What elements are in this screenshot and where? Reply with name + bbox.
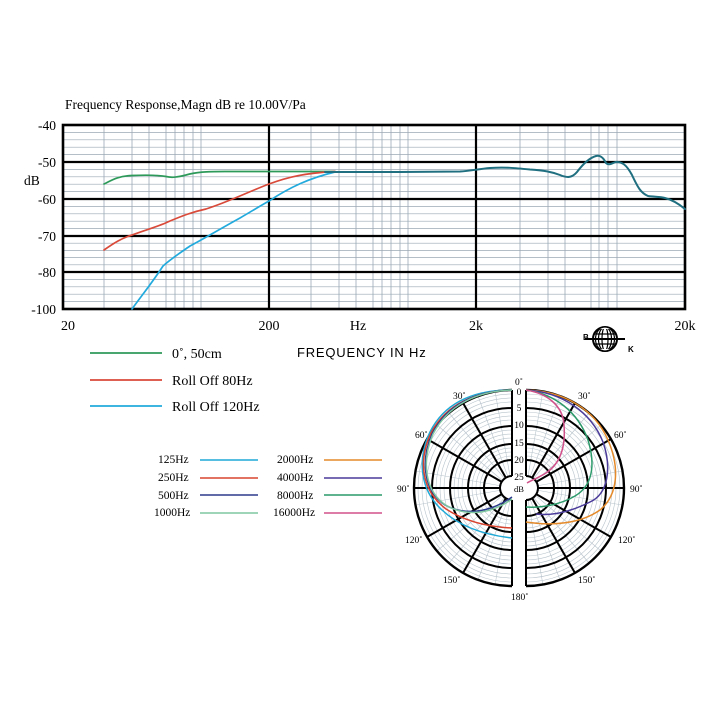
polar-plot: 0˚ 30˚ 30˚ 60˚ 60˚ 90˚ 90˚ 120˚ 120˚ 150… — [397, 377, 643, 603]
polar-curve-2000hz — [525, 389, 617, 525]
polar-legend-label: 2000Hz — [277, 454, 313, 466]
angle-label: 120˚ — [405, 535, 422, 546]
legend-label: 0˚, 50cm — [172, 347, 222, 362]
y-tick: -70 — [38, 229, 56, 244]
x-tick: 2k — [469, 319, 483, 334]
angle-label: 60˚ — [415, 430, 428, 441]
x-tick: 20 — [61, 319, 75, 334]
ring-label: 5 — [517, 404, 522, 414]
angle-label: 0˚ — [515, 377, 523, 388]
polar-curves-left — [421, 389, 513, 539]
ring-label: 25 — [514, 473, 524, 483]
angle-label: 90˚ — [397, 484, 410, 495]
logo-letter-b: B — [583, 333, 589, 342]
polar-legend: 125Hz 250Hz 500Hz 1000Hz 2000Hz 4000Hz 8… — [154, 454, 382, 519]
curve-common-tail — [324, 154, 686, 210]
curve-rolloff-80hz — [103, 170, 336, 251]
ring-label: 0 — [517, 388, 522, 398]
ring-label: 10 — [514, 421, 524, 431]
x-tick: 20k — [675, 319, 696, 334]
polar-legend-label: 4000Hz — [277, 472, 313, 484]
polar-curve-8000hz — [525, 389, 593, 508]
angle-label: 30˚ — [578, 391, 591, 402]
x-tick: Hz — [350, 319, 366, 334]
ring-unit-label: dB — [514, 484, 524, 494]
legend-label: Roll Off 80Hz — [172, 374, 253, 389]
angle-label: 90˚ — [630, 484, 643, 495]
polar-curve-4000hz — [525, 389, 609, 516]
y-tick: -80 — [38, 265, 56, 280]
curve-rolloff-120hz — [131, 171, 336, 310]
frequency-response-grid — [61, 123, 687, 311]
plot-frame — [61, 123, 687, 311]
y-axis-ticks: -40 -50 -60 -70 -80 -100 — [31, 118, 56, 317]
polar-curve-16000hz — [525, 389, 566, 484]
y-tick: -40 — [38, 118, 56, 133]
y-tick: -60 — [38, 192, 56, 207]
y-tick: -100 — [31, 302, 56, 317]
angle-label: 180˚ — [511, 592, 528, 603]
polar-legend-label: 500Hz — [158, 490, 189, 502]
polar-legend-label: 8000Hz — [277, 490, 313, 502]
curve-0deg-50cm — [103, 170, 336, 185]
angle-label: 120˚ — [618, 535, 635, 546]
polar-legend-label: 16000Hz — [273, 507, 315, 519]
x-tick: 200 — [259, 319, 280, 334]
ring-label: 20 — [514, 456, 524, 466]
chart-title: Frequency Response,Magn dB re 10.00V/Pa — [65, 97, 306, 112]
angle-label: 60˚ — [614, 430, 627, 441]
ring-label: 15 — [514, 439, 524, 449]
polar-legend-label: 1000Hz — [154, 507, 190, 519]
polar-angle-labels: 0˚ 30˚ 30˚ 60˚ 60˚ 90˚ 90˚ 120˚ 120˚ 150… — [397, 377, 643, 603]
angle-label: 30˚ — [453, 391, 466, 402]
angle-label: 150˚ — [443, 575, 460, 586]
y-tick: -50 — [38, 155, 56, 170]
polar-curve-1000hz — [425, 389, 513, 514]
polar-ring-labels: 0 5 10 15 20 25 dB — [513, 386, 525, 494]
brand-globe-icon: B K — [583, 326, 634, 354]
polar-legend-label: 250Hz — [158, 472, 189, 484]
polar-legend-label: 125Hz — [158, 454, 189, 466]
angle-label: 150˚ — [578, 575, 595, 586]
logo-letter-k: K — [628, 345, 634, 354]
response-legend: 0˚, 50cm Roll Off 80Hz Roll Off 120Hz — [90, 347, 260, 415]
legend-label: Roll Off 120Hz — [172, 400, 260, 415]
x-axis-title: FREQUENCY IN Hz — [297, 345, 427, 360]
x-axis-ticks: 20 200 Hz 2k 20k — [61, 319, 696, 334]
y-axis-unit: dB — [24, 173, 40, 188]
polar-curves-right — [525, 389, 617, 525]
polar-curve-125hz — [421, 389, 513, 539]
frequency-response-curves — [103, 154, 686, 310]
